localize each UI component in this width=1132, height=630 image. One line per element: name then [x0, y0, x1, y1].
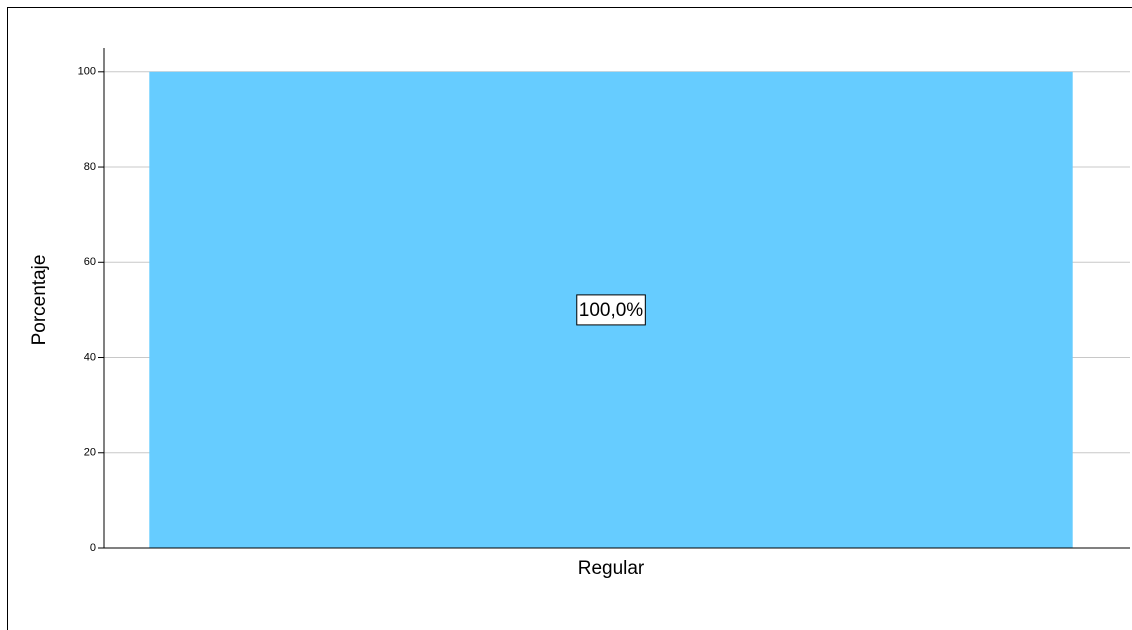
y-axis-label: Porcentaje [29, 255, 50, 346]
value-label-box [576, 294, 646, 326]
y-tick-label: 100 [78, 66, 96, 78]
x-tick-label: Regular [578, 558, 645, 579]
y-tick-label: 80 [84, 161, 96, 173]
value-label: 100,0% [579, 300, 644, 321]
y-tick-label: 40 [84, 351, 96, 363]
y-tick-label: 60 [84, 256, 96, 268]
y-tick-label: 20 [84, 447, 96, 459]
y-tick-label: 0 [90, 542, 96, 554]
